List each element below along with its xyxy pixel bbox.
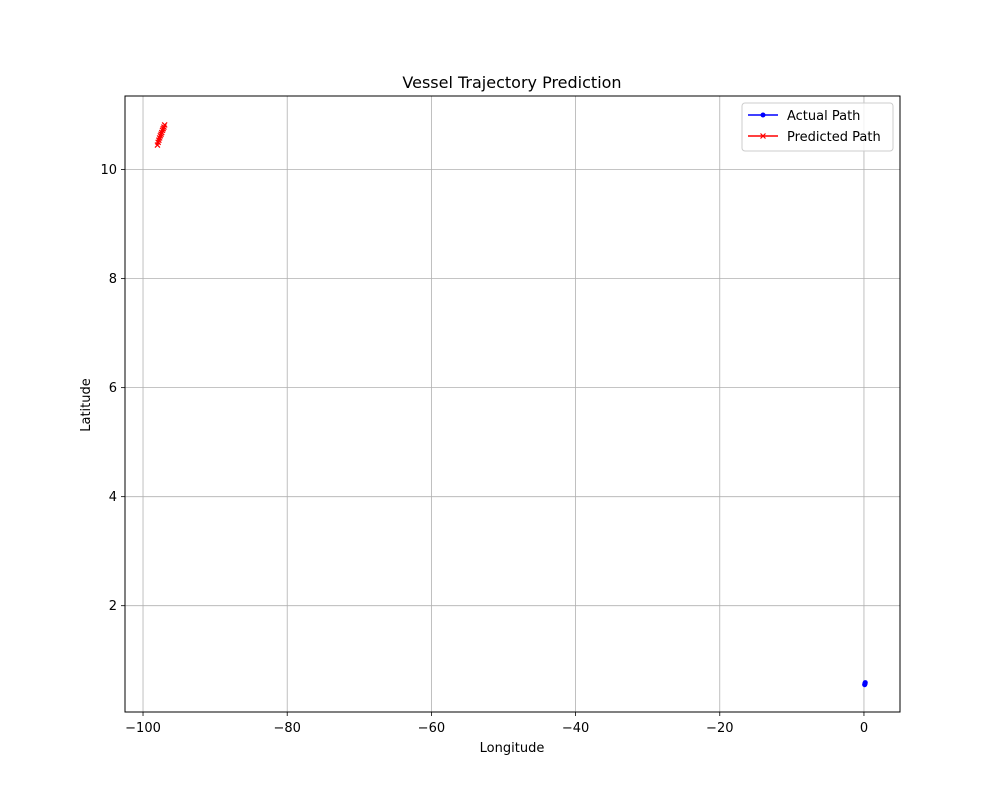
y-tick-label: 4: [109, 490, 117, 505]
x-tick-label: −100: [125, 721, 161, 736]
x-tick-label: −20: [706, 721, 733, 736]
x-tick-label: −80: [273, 721, 300, 736]
x-tick-label: −40: [562, 721, 589, 736]
series-predicted-path: [154, 121, 168, 148]
legend-box: [741, 102, 894, 152]
series-actual-path: [862, 680, 868, 688]
chart-title: Vessel Trajectory Prediction: [402, 73, 621, 92]
data-point: [862, 680, 868, 686]
legend-actual-marker: [760, 112, 766, 118]
y-axis-label: Latitude: [79, 378, 94, 432]
legend-predicted-label: Predicted Path: [787, 130, 881, 145]
plot-frame: [124, 95, 901, 713]
legend: Actual Path Predicted Path: [741, 102, 894, 152]
data-point: [161, 121, 168, 128]
grid: [125, 96, 900, 712]
data-point: [157, 132, 164, 139]
plot-series: [154, 121, 868, 688]
data-point: [158, 131, 164, 138]
y-tick-label: 2: [109, 599, 117, 614]
x-axis-label: Longitude: [480, 741, 545, 756]
x-tick-label: 0: [860, 721, 868, 736]
axis-ticks: −100 −80 −60 −40 −20 0 2 4 6 8 10: [100, 163, 868, 736]
x-tick-label: −60: [418, 721, 445, 736]
legend-actual-label: Actual Path: [787, 109, 860, 124]
legend-predicted-marker: [760, 133, 766, 139]
y-tick-label: 6: [109, 381, 117, 396]
data-point: [159, 127, 166, 134]
data-point: [160, 125, 167, 132]
y-tick-label: 8: [109, 272, 117, 287]
y-tick-label: 10: [100, 163, 117, 178]
